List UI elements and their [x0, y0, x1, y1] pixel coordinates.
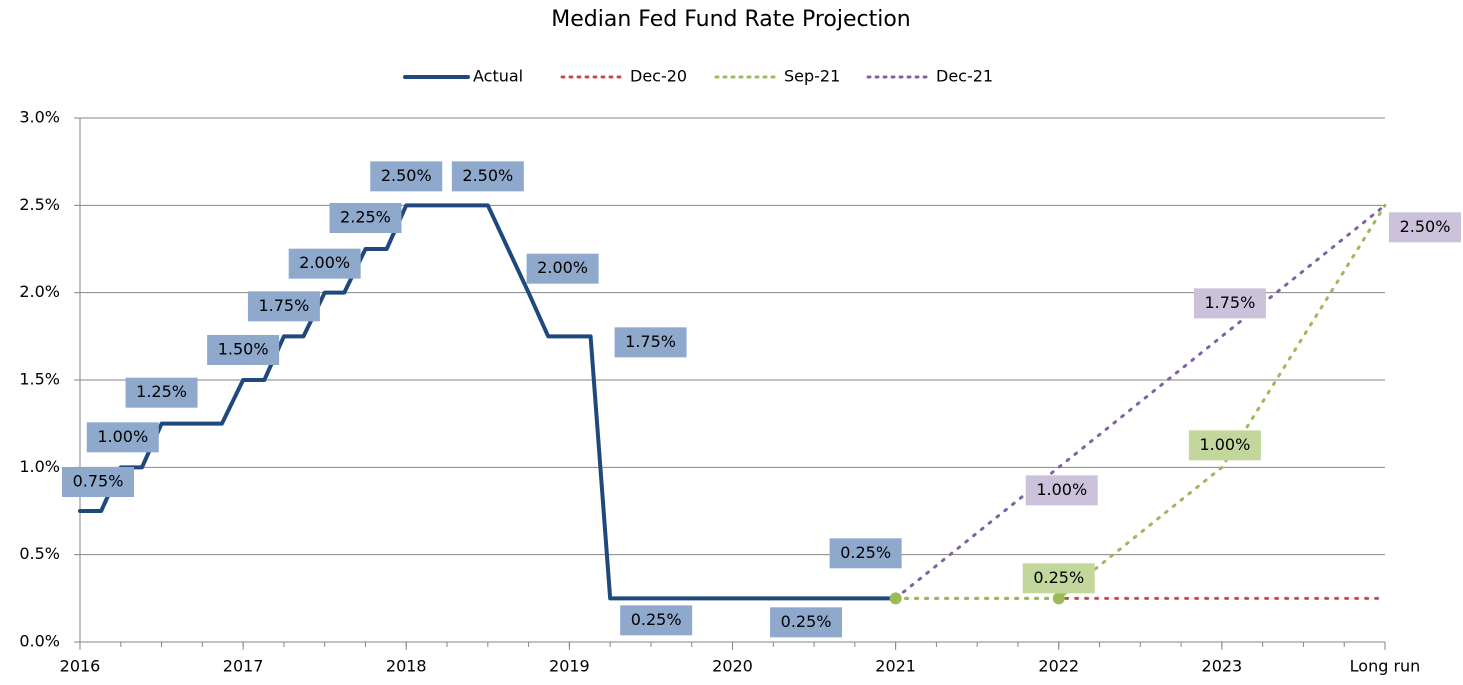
point-marker [1052, 592, 1065, 605]
x-tick-label: 2018 [386, 657, 427, 676]
data-label: 0.25% [840, 543, 891, 562]
data-label-box [288, 248, 361, 279]
y-tick-label: 2.0% [19, 282, 60, 301]
data-label-box [770, 607, 843, 638]
data-label-box [370, 161, 443, 192]
x-tick-label: 2016 [60, 657, 101, 676]
x-tick-label: 2017 [223, 657, 264, 676]
y-tick-label: 0.0% [19, 632, 60, 651]
data-label-box [62, 467, 134, 497]
data-label-box [207, 335, 280, 365]
data-label-box [1389, 212, 1461, 243]
data-label: 2.50% [462, 166, 513, 185]
legend-label: Actual [473, 67, 523, 86]
x-tick-label: 2021 [875, 657, 916, 676]
data-label: 0.75% [73, 472, 124, 491]
data-label: 1.75% [258, 296, 309, 315]
point-marker [889, 592, 902, 605]
x-tick-label: 2023 [1202, 657, 1243, 676]
data-label: 1.00% [97, 427, 148, 446]
y-tick-label: 1.5% [19, 370, 60, 389]
data-label: 0.25% [781, 612, 832, 631]
data-label: 1.75% [1204, 293, 1255, 312]
data-label: 0.25% [631, 610, 682, 629]
series-line [894, 203, 1387, 600]
data-label: 1.25% [136, 382, 187, 401]
data-label-box [1188, 430, 1261, 461]
x-tick-label: 2019 [549, 657, 590, 676]
series-line [894, 203, 1387, 600]
y-tick-label: 1.0% [19, 457, 60, 476]
data-label-box [829, 538, 902, 569]
data-label-box [1022, 563, 1095, 594]
chart-title: Median Fed Fund Rate Projection [551, 7, 910, 32]
data-label: 2.25% [340, 208, 391, 227]
data-label-box [526, 253, 599, 284]
data-label-box [620, 605, 693, 636]
legend-label: Dec-20 [630, 67, 687, 86]
x-tick-label: 2022 [1038, 657, 1079, 676]
data-label: 0.25% [1033, 568, 1084, 587]
data-label: 2.00% [537, 258, 588, 277]
series-line [78, 203, 898, 601]
y-tick-label: 0.5% [19, 544, 60, 563]
data-label-box [1193, 288, 1266, 319]
data-label-box [125, 377, 198, 408]
data-label-box [247, 291, 320, 322]
y-tick-label: 3.0% [19, 108, 60, 127]
data-label: 2.50% [1400, 217, 1451, 236]
data-label-box [1025, 475, 1098, 506]
data-label-box [614, 327, 687, 358]
y-tick-label: 2.5% [19, 195, 60, 214]
data-label-box [86, 422, 159, 453]
data-label: 2.50% [381, 166, 432, 185]
data-label: 1.50% [218, 340, 269, 359]
data-label: 1.75% [625, 332, 676, 351]
legend-label: Sep-21 [784, 67, 840, 86]
legend-label: Dec-21 [936, 67, 993, 86]
data-label: 1.00% [1036, 480, 1087, 499]
data-label-box [329, 203, 402, 233]
x-tick-label: 2020 [712, 657, 753, 676]
data-label-box [451, 161, 524, 192]
data-label: 2.00% [299, 253, 350, 272]
x-tick-label: Long run [1350, 657, 1421, 676]
data-label: 1.00% [1199, 435, 1250, 454]
